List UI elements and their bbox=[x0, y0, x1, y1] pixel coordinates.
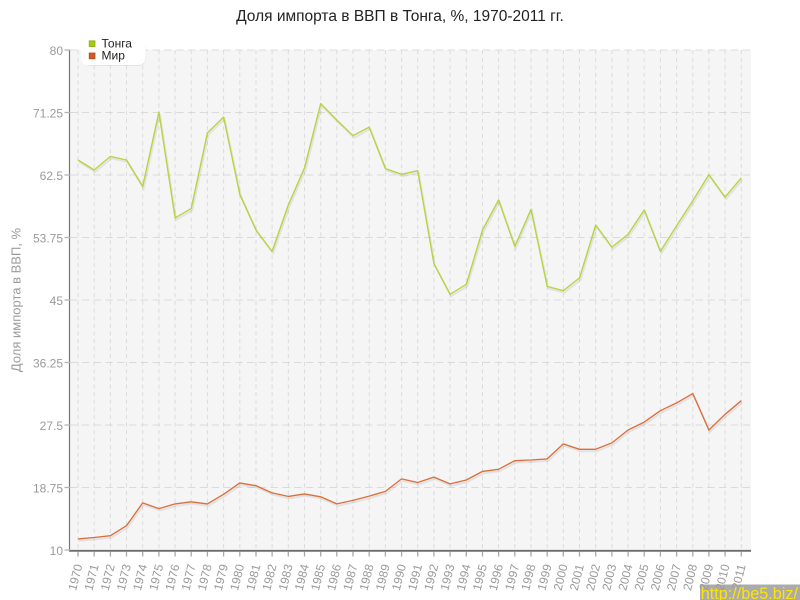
svg-text:1980: 1980 bbox=[227, 562, 247, 592]
svg-text:2011: 2011 bbox=[729, 562, 749, 591]
svg-text:2009: 2009 bbox=[696, 562, 716, 592]
svg-text:53.75: 53.75 bbox=[33, 232, 63, 246]
svg-text:71.25: 71.25 bbox=[33, 107, 63, 121]
svg-text:2007: 2007 bbox=[664, 562, 684, 592]
svg-text:1987: 1987 bbox=[340, 562, 360, 592]
svg-text:1982: 1982 bbox=[259, 562, 279, 592]
svg-text:1984: 1984 bbox=[292, 562, 312, 592]
svg-text:2003: 2003 bbox=[599, 562, 619, 592]
svg-text:1992: 1992 bbox=[421, 562, 441, 592]
svg-text:2001: 2001 bbox=[567, 562, 587, 592]
svg-text:2008: 2008 bbox=[680, 562, 700, 592]
svg-text:1974: 1974 bbox=[130, 562, 150, 592]
svg-text:2002: 2002 bbox=[583, 562, 603, 592]
svg-text:1983: 1983 bbox=[276, 562, 296, 592]
svg-text:18.75: 18.75 bbox=[33, 482, 63, 496]
svg-text:1973: 1973 bbox=[114, 562, 134, 592]
svg-text:1999: 1999 bbox=[535, 562, 555, 592]
svg-text:45: 45 bbox=[50, 294, 64, 308]
svg-text:2004: 2004 bbox=[615, 562, 635, 592]
svg-text:1977: 1977 bbox=[179, 562, 199, 592]
svg-text:1986: 1986 bbox=[324, 562, 344, 592]
svg-text:Мир: Мир bbox=[102, 49, 126, 63]
svg-text:Тонга: Тонга bbox=[102, 37, 133, 51]
svg-text:1988: 1988 bbox=[357, 562, 377, 592]
svg-text:1970: 1970 bbox=[65, 562, 85, 592]
svg-text:Доля импорта в ВВП, %: Доля импорта в ВВП, % bbox=[9, 227, 24, 372]
svg-text:1978: 1978 bbox=[195, 562, 215, 592]
svg-text:1972: 1972 bbox=[98, 562, 118, 592]
svg-text:1985: 1985 bbox=[308, 562, 328, 592]
svg-text:1991: 1991 bbox=[405, 562, 425, 592]
svg-text:2010: 2010 bbox=[712, 562, 732, 592]
svg-text:80: 80 bbox=[50, 44, 64, 58]
svg-text:36.25: 36.25 bbox=[33, 357, 63, 371]
svg-text:http://be5.biz/: http://be5.biz/ bbox=[701, 585, 799, 600]
svg-text:Доля импорта в ВВП в Тонга, %,: Доля импорта в ВВП в Тонга, %, 1970-2011… bbox=[236, 8, 564, 25]
svg-text:1981: 1981 bbox=[243, 562, 263, 592]
svg-text:2005: 2005 bbox=[632, 562, 652, 592]
svg-text:1997: 1997 bbox=[502, 562, 522, 592]
svg-text:2006: 2006 bbox=[648, 562, 668, 592]
svg-text:1998: 1998 bbox=[518, 562, 538, 592]
svg-text:2000: 2000 bbox=[551, 562, 571, 592]
svg-text:62.5: 62.5 bbox=[40, 169, 64, 183]
svg-text:1995: 1995 bbox=[470, 562, 490, 592]
svg-text:1989: 1989 bbox=[373, 562, 393, 592]
svg-text:10: 10 bbox=[50, 544, 64, 558]
svg-text:1979: 1979 bbox=[211, 562, 231, 592]
svg-text:27.5: 27.5 bbox=[40, 419, 64, 433]
svg-text:1993: 1993 bbox=[437, 562, 457, 592]
svg-text:1990: 1990 bbox=[389, 562, 409, 592]
svg-text:1971: 1971 bbox=[82, 562, 102, 592]
svg-text:1975: 1975 bbox=[146, 562, 166, 592]
svg-text:1976: 1976 bbox=[162, 562, 182, 592]
svg-text:1996: 1996 bbox=[486, 562, 506, 592]
svg-text:1994: 1994 bbox=[454, 562, 474, 592]
